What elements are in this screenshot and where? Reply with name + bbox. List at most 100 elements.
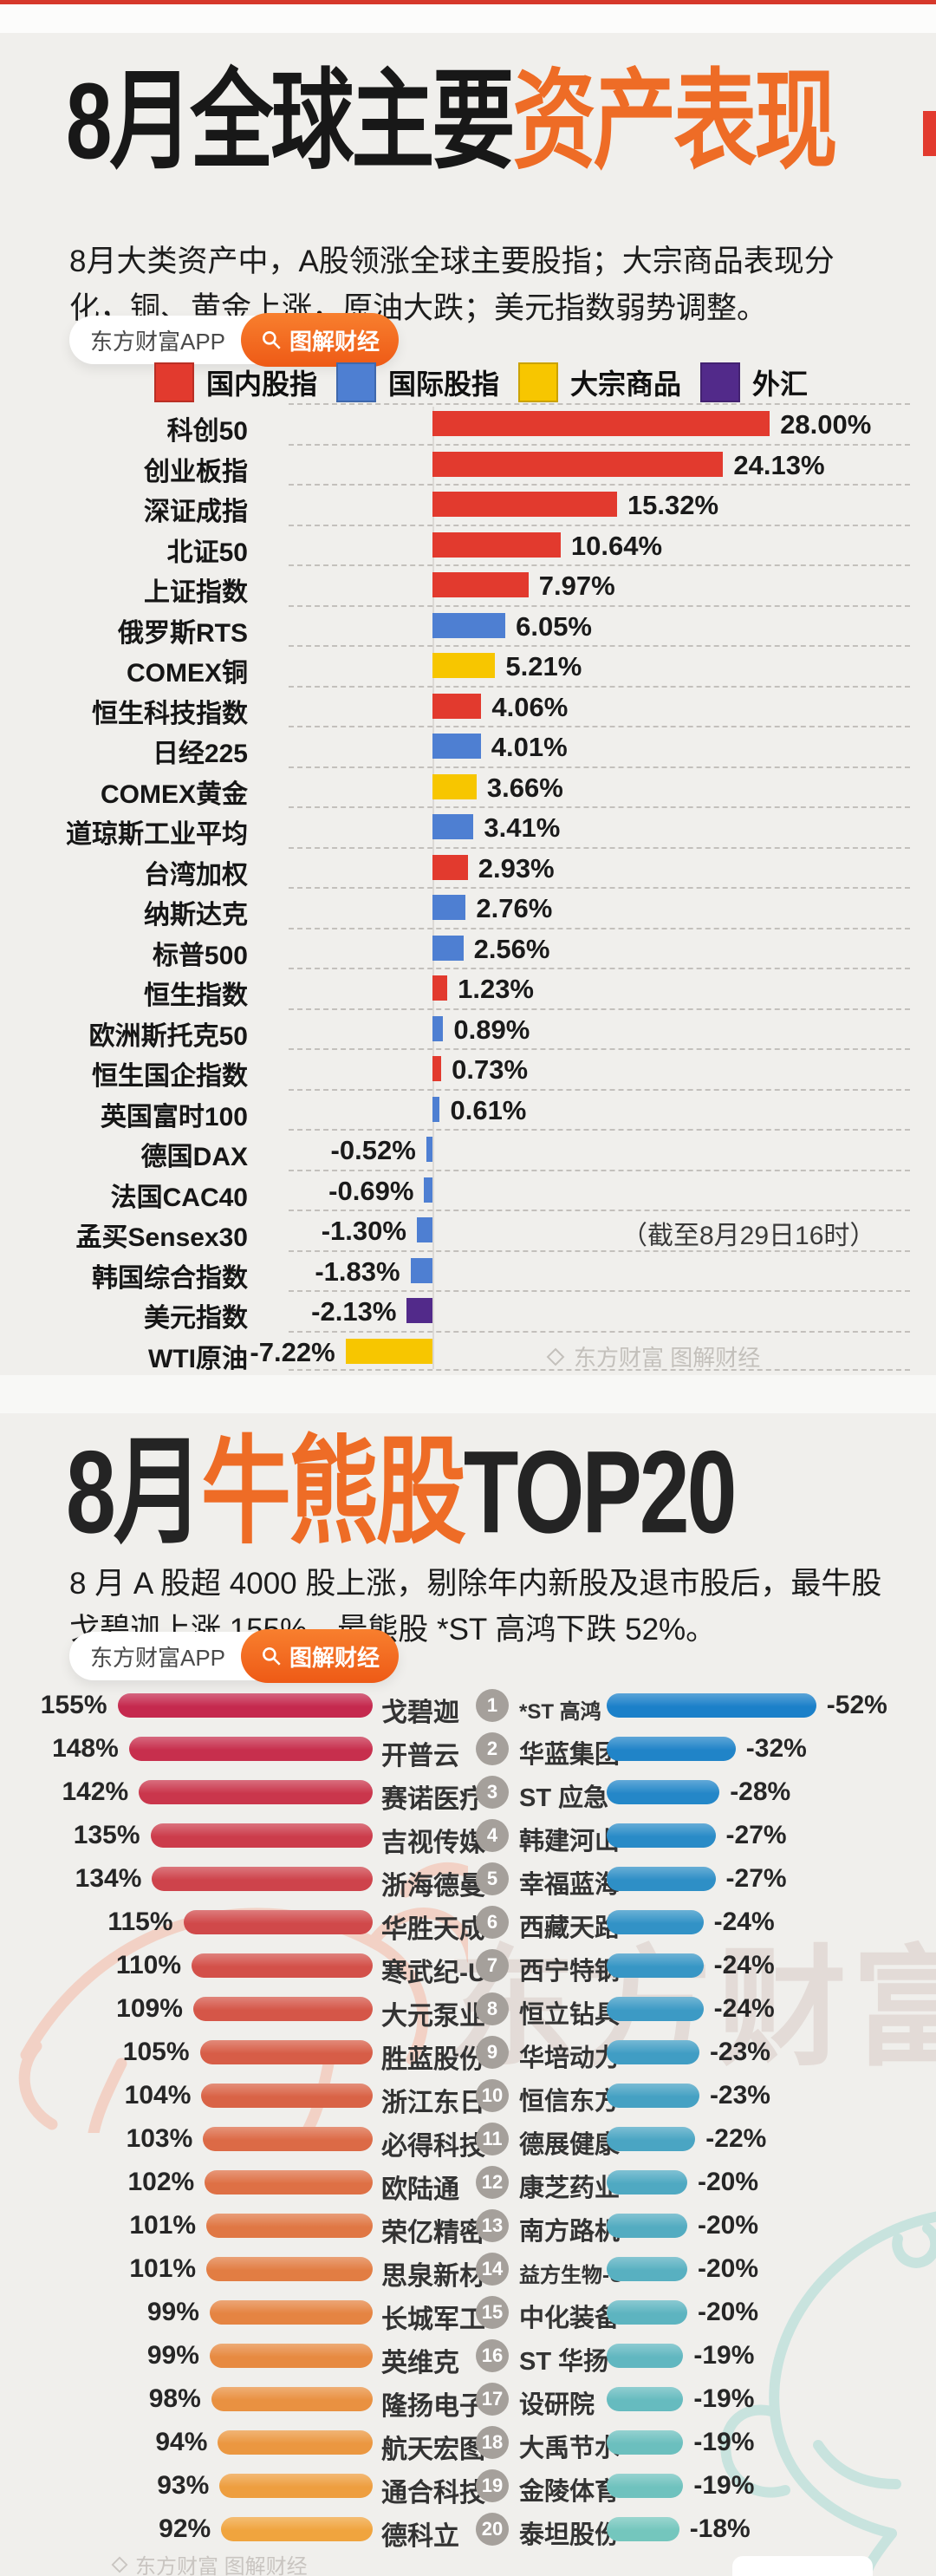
loser-bar xyxy=(607,2084,699,2108)
loser-value: -24% xyxy=(713,1951,775,1979)
gainer-name: 华胜天成 xyxy=(381,1915,485,1944)
asset-row: 日经225 4.01% xyxy=(0,726,936,768)
rank-badge: 9 xyxy=(476,2036,509,2069)
row-separator xyxy=(289,887,910,889)
row-separator xyxy=(289,846,910,849)
row-separator xyxy=(289,403,910,405)
footer-watermark-text: 东方财富 图解财经 xyxy=(135,2555,308,2576)
app-name-label: 东方财富APP xyxy=(90,1644,226,1671)
gainer-name: 戈碧迦 xyxy=(381,1699,459,1727)
asset-value: -1.30% xyxy=(321,1216,406,1246)
asset-value: -1.83% xyxy=(315,1255,400,1287)
gainer-bar xyxy=(218,2430,373,2455)
stock-row: 99% 英维克 16 ST 华扬 -19% xyxy=(0,2334,936,2377)
loser-value: -27% xyxy=(725,1864,787,1893)
loser-name: 德展健康 xyxy=(519,2131,621,2159)
magnifier-icon xyxy=(263,331,281,349)
row-separator xyxy=(289,564,910,566)
row-separator xyxy=(289,1369,910,1371)
gainer-bar xyxy=(183,1910,373,1934)
gainer-bar xyxy=(192,1953,373,1978)
gainer-value: 134% xyxy=(75,1864,142,1893)
gainer-value: 109% xyxy=(116,1994,183,2023)
loser-name: 西宁特钢 xyxy=(519,1958,621,1986)
asset-bar xyxy=(345,1338,432,1364)
gainer-value: 115% xyxy=(107,1908,173,1936)
channel-pill: 图解财经 xyxy=(241,313,400,367)
asset-row: 深证成指 15.32% xyxy=(0,484,936,526)
loser-bar xyxy=(607,2170,687,2194)
legend-item: 外汇 xyxy=(700,362,808,402)
stock-row: 104% 浙江东日 10 恒信东方 -23% xyxy=(0,2074,936,2117)
asset-value: 0.73% xyxy=(452,1054,529,1085)
asset-row: 欧洲斯托克50 0.89% xyxy=(0,1008,936,1051)
row-separator xyxy=(289,766,910,768)
legend-swatch xyxy=(154,362,194,402)
gainer-name: 英维克 xyxy=(381,2349,459,2377)
loser-name: 西藏天路 xyxy=(519,1914,621,1942)
asset-bar xyxy=(432,492,617,517)
gainer-value: 93% xyxy=(157,2471,210,2500)
gainer-name: 航天宏图 xyxy=(381,2436,485,2464)
row-separator xyxy=(289,806,910,808)
loser-bar xyxy=(607,2127,696,2151)
row-separator xyxy=(289,524,910,526)
asset-row: 法国CAC40 -0.69% xyxy=(0,1169,936,1212)
asset-bar xyxy=(410,1257,432,1283)
asset-row: 恒生国企指数 0.73% xyxy=(0,1048,936,1091)
loser-value: -19% xyxy=(693,2341,755,2370)
asset-value: 0.61% xyxy=(450,1094,527,1125)
asset-value: 7.97% xyxy=(538,571,615,601)
row-separator xyxy=(289,927,910,929)
gainer-bar xyxy=(209,2344,373,2368)
legend-item: 大宗商品 xyxy=(518,362,681,402)
stock-row: 94% 航天宏图 18 大禹节水 -19% xyxy=(0,2421,936,2464)
row-separator xyxy=(289,968,910,969)
loser-bar xyxy=(607,1737,736,1761)
loser-value: -22% xyxy=(705,2124,767,2153)
row-separator xyxy=(289,726,910,727)
asset-value: 3.41% xyxy=(484,812,561,843)
gainer-value: 105% xyxy=(122,2038,190,2066)
rank-badge: 6 xyxy=(476,1906,509,1939)
gainer-name: 胜蓝股份 xyxy=(381,2045,485,2074)
asset-label: 北证50 xyxy=(166,538,248,567)
asset-value: 0.89% xyxy=(453,1014,530,1045)
rank-badge: 1 xyxy=(476,1689,509,1722)
loser-bar xyxy=(607,1867,716,1891)
loser-bar xyxy=(607,2430,684,2455)
gainer-value: 98% xyxy=(148,2384,201,2413)
asset-label: 深证成指 xyxy=(144,498,248,526)
asset-value: 5.21% xyxy=(505,651,582,681)
rank-badge: 4 xyxy=(476,1819,509,1852)
asset-label: COMEX黄金 xyxy=(100,779,248,809)
section-divider-band xyxy=(0,1375,936,1413)
asset-label: 法国CAC40 xyxy=(110,1183,248,1212)
loser-name: 韩建河山 xyxy=(519,1828,621,1855)
stock-row: 142% 赛诺医疗 3 ST 应急 -28% xyxy=(0,1771,936,1814)
gainer-name: 吉视传媒 xyxy=(381,1829,485,1857)
loser-value: -24% xyxy=(713,1908,775,1936)
channel-label: 图解财经 xyxy=(289,328,380,355)
row-separator xyxy=(289,1008,910,1010)
section2-title-suffix: TOP20 xyxy=(463,1427,738,1559)
loser-bar xyxy=(607,1997,704,2021)
asset-row: COMEX黄金 3.66% xyxy=(0,766,936,809)
stock-row: 102% 欧陆通 12 康芝药业 -20% xyxy=(0,2161,936,2204)
gainer-bar xyxy=(219,2474,373,2498)
asset-bar xyxy=(432,814,474,839)
rank-badge: 3 xyxy=(476,1776,509,1809)
asset-value: 15.32% xyxy=(627,490,719,520)
stock-row: 115% 华胜天成 6 西藏天路 -24% xyxy=(0,1901,936,1944)
gainer-name: 浙海德曼 xyxy=(381,1872,485,1901)
loser-bar xyxy=(607,1910,704,1934)
asset-label: 标普500 xyxy=(152,941,248,970)
gainer-name: 大元泵业 xyxy=(381,2002,485,2031)
asset-value: -0.52% xyxy=(330,1135,416,1165)
channel-label: 图解财经 xyxy=(289,1644,380,1671)
rank-badge: 19 xyxy=(476,2469,509,2502)
rank-badge: 13 xyxy=(476,2209,509,2242)
channel-pill: 图解财经 xyxy=(241,1629,400,1683)
stock-row: 92% 德科立 20 泰坦股份 -18% xyxy=(0,2508,936,2551)
